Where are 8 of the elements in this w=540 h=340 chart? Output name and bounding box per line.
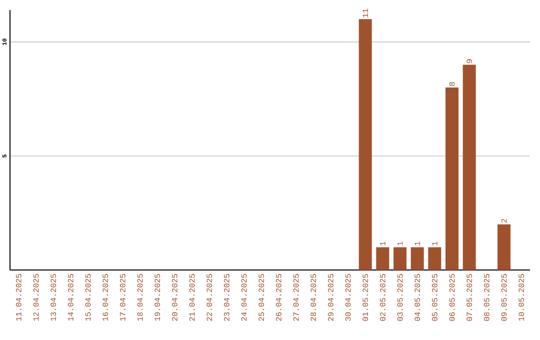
bar bbox=[376, 247, 390, 270]
bar bbox=[446, 88, 459, 270]
bar bbox=[358, 19, 372, 270]
bar bbox=[498, 224, 511, 270]
bar bbox=[462, 64, 476, 270]
bar bbox=[410, 247, 424, 270]
bar bbox=[428, 247, 442, 270]
bar bbox=[394, 247, 407, 270]
